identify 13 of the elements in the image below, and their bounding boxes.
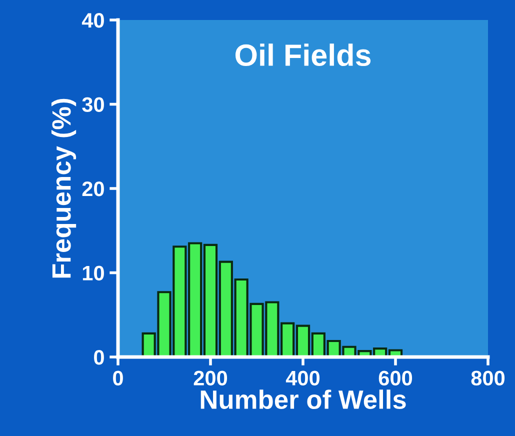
y-tick-label: 30 bbox=[82, 97, 104, 112]
y-tick-label: 0 bbox=[94, 350, 104, 365]
text: Oil Fields bbox=[235, 44, 371, 66]
y-axis-title: Frequency (%) bbox=[51, 98, 76, 278]
x-tick-label: 800 bbox=[471, 370, 505, 386]
x-axis-title: Number of Wells bbox=[200, 390, 406, 409]
x-tick-label: 600 bbox=[378, 370, 412, 386]
y-tick-label: 10 bbox=[82, 266, 104, 281]
x-tick-label: 200 bbox=[194, 370, 228, 386]
y-tick-label: 20 bbox=[82, 182, 104, 196]
y-tick-label: 40 bbox=[82, 13, 104, 28]
x-tick-label: 400 bbox=[286, 370, 320, 386]
x-tick-label: 0 bbox=[113, 370, 123, 386]
